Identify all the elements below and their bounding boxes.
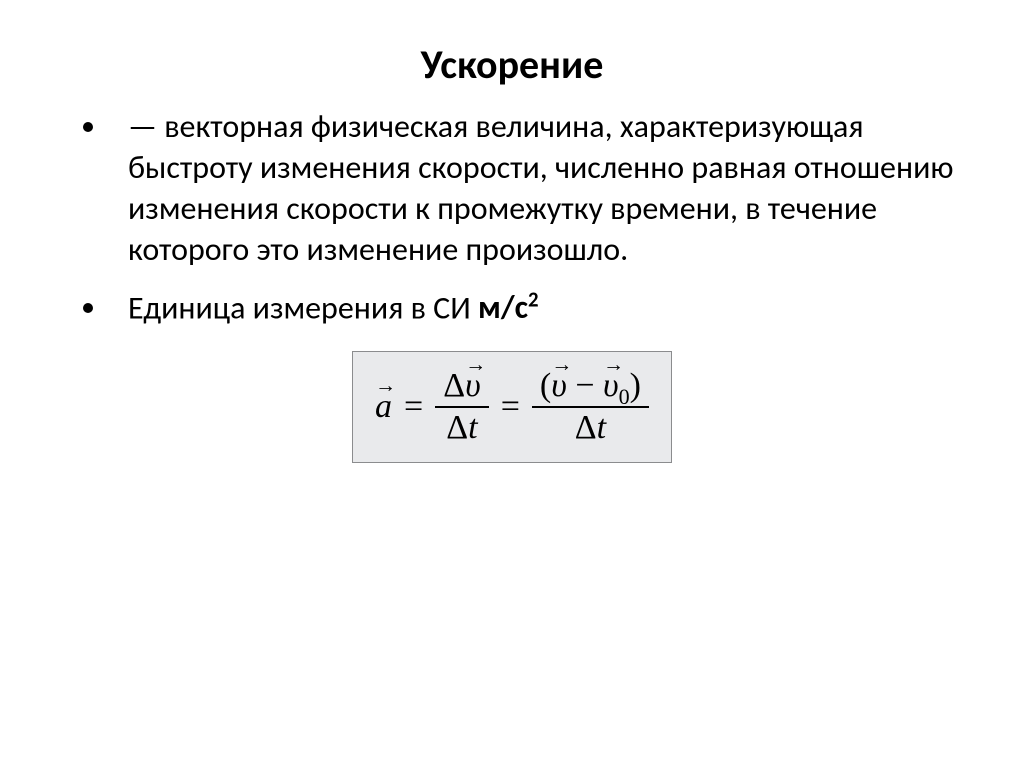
equals-sign: = [404, 388, 423, 426]
open-paren: ( [540, 367, 551, 404]
list-item: Единица измерения в СИ м/с2 [110, 287, 964, 330]
unit-label: м/с2 [478, 288, 539, 327]
fraction-2: (υ − υ0) Δt [532, 366, 649, 448]
fraction-1: Δυ Δt [435, 366, 488, 448]
delta-symbol: Δ [443, 367, 465, 404]
delta-symbol: Δ [575, 409, 597, 446]
bullet-list: — векторная физическая величина, характе… [60, 107, 964, 329]
page-title: Ускорение [60, 40, 964, 89]
unit-base: м/с [478, 288, 528, 327]
velocity-symbol: υ [465, 369, 481, 403]
velocity-initial-symbol: υ [603, 369, 619, 403]
equals-sign: = [501, 388, 520, 426]
time-symbol: t [597, 409, 606, 446]
bullet-prefix: — [128, 107, 164, 146]
velocity-symbol: υ [551, 369, 567, 403]
delta-symbol: Δ [446, 409, 468, 446]
list-item: — векторная физическая величина, характе… [110, 107, 964, 271]
close-paren: ) [630, 367, 641, 404]
formula-box: a = Δυ Δt = (υ − υ0) [352, 351, 672, 463]
formula-lhs: a [375, 388, 392, 426]
unit-exp: 2 [528, 287, 539, 313]
bullet-text: векторная физическая величина, характери… [128, 107, 953, 269]
bullet-text: Единица измерения в СИ [128, 288, 478, 327]
subscript-zero: 0 [619, 384, 630, 409]
minus-sign: − [567, 367, 603, 404]
time-symbol: t [468, 409, 477, 446]
